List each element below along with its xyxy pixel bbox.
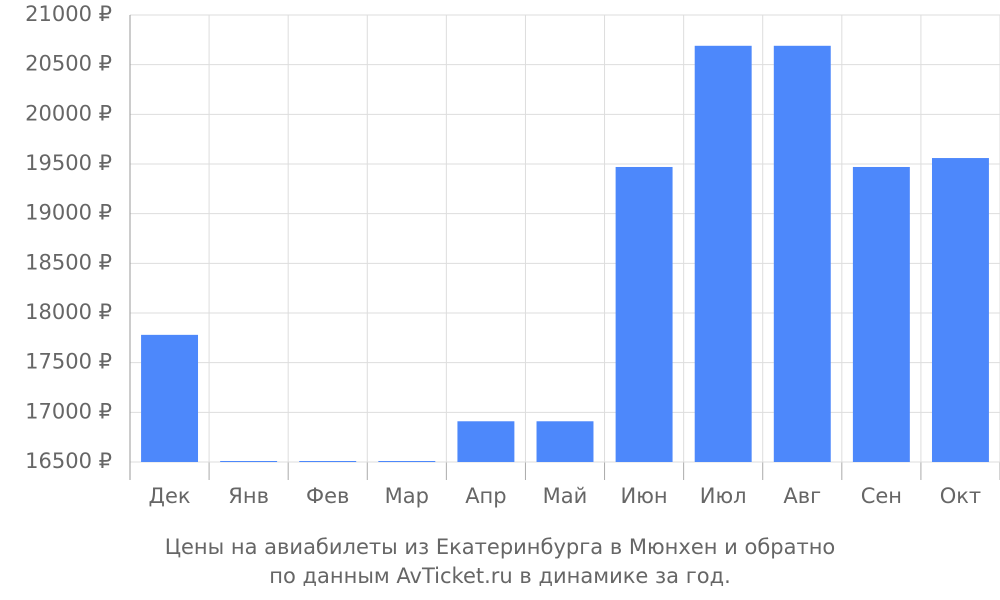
bar — [694, 45, 752, 462]
y-tick-label: 17000 ₽ — [25, 399, 112, 423]
y-tick-label: 16500 ₽ — [25, 449, 112, 473]
bar — [378, 461, 436, 462]
chart-title: по данным AvTicket.ru в динамике за год. — [269, 564, 731, 588]
bar — [615, 166, 673, 463]
bar — [220, 461, 278, 462]
bar — [931, 158, 989, 463]
chart-title: Цены на авиабилеты из Екатеринбурга в Мю… — [165, 535, 836, 559]
x-tick-label: Сен — [861, 484, 902, 508]
bar — [536, 421, 594, 462]
y-tick-label: 18500 ₽ — [25, 250, 112, 274]
bar — [457, 421, 515, 462]
y-tick-label: 21000 ₽ — [25, 2, 112, 26]
x-tick-label: Май — [543, 484, 588, 508]
y-tick-label: 17500 ₽ — [25, 350, 112, 374]
x-tick-label: Мар — [385, 484, 429, 508]
bar — [299, 461, 357, 462]
x-tick-label: Апр — [465, 484, 506, 508]
y-tick-label: 20000 ₽ — [25, 101, 112, 125]
x-tick-label: Июн — [621, 484, 668, 508]
bar — [773, 45, 831, 462]
bar — [852, 166, 910, 463]
x-tick-label: Фев — [306, 484, 349, 508]
y-tick-label: 19500 ₽ — [25, 151, 112, 175]
x-tick-label: Авг — [783, 484, 821, 508]
x-tick-label: Янв — [228, 484, 269, 508]
x-tick-label: Июл — [700, 484, 747, 508]
y-tick-label: 18000 ₽ — [25, 300, 112, 324]
y-tick-label: 20500 ₽ — [25, 52, 112, 76]
y-tick-label: 19000 ₽ — [25, 201, 112, 225]
x-tick-label: Окт — [940, 484, 981, 508]
bar — [141, 334, 199, 462]
x-tick-label: Дек — [149, 484, 191, 508]
